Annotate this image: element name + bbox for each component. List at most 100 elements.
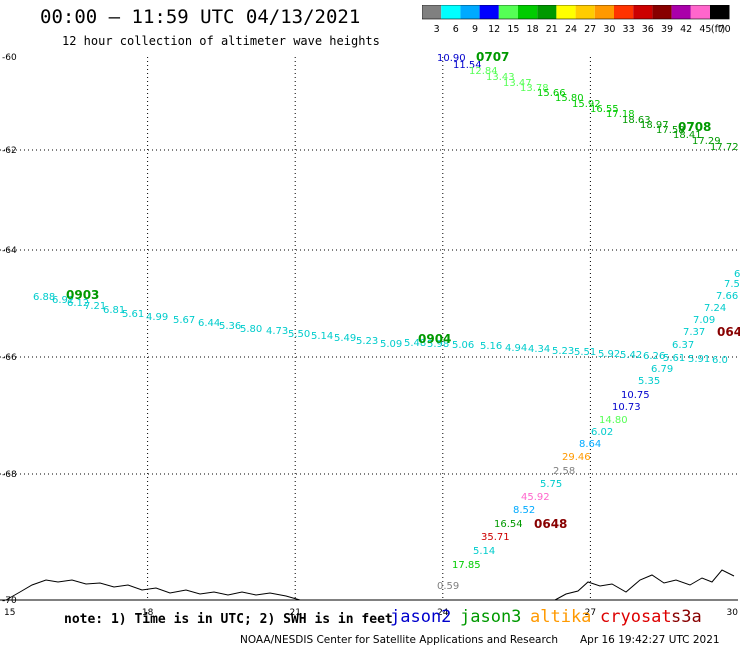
satellite-s3a: s3a <box>671 607 702 627</box>
lon-tick-label: 15 <box>4 608 15 618</box>
swh-value-label: 2.58 <box>553 466 575 477</box>
swh-value-label: 5.06 <box>452 340 474 351</box>
swh-value-label: 7.5 <box>724 279 740 290</box>
generation-timestamp: Apr 16 19:42:27 UTC 2021 <box>580 634 720 646</box>
swh-value-label: 6.81 <box>103 305 125 316</box>
lon-tick-label: 21 <box>289 608 300 618</box>
pass-id-label: 064 <box>717 325 740 339</box>
legend-unit-label: (ft) <box>711 24 725 35</box>
legend-level-label: 21 <box>546 24 558 35</box>
legend-swatch-5 <box>518 5 538 19</box>
lon-tick-label: 30 <box>727 608 739 618</box>
swh-value-label: 18.41 <box>673 130 702 141</box>
swh-value-label: 10.75 <box>621 390 650 401</box>
color-legend: 3 6 9 12 15 18 21 24 27 30 33 36 39 42 45 70(ft) <box>422 5 731 35</box>
swh-value-label: 18.97 <box>640 120 669 131</box>
swh-value-label: 5.61 <box>122 309 144 320</box>
swh-value-label: 7.37 <box>683 327 705 338</box>
swh-value-label: 5.48 <box>404 338 426 349</box>
swh-value-label: 5.75 <box>540 479 562 490</box>
swh-value-label: 17.18 <box>606 109 635 120</box>
legend-level-label: 33 <box>623 24 635 35</box>
swh-value-label: 5.16 <box>480 341 502 352</box>
lat-tick-label: -64 <box>2 246 17 256</box>
legend-level-label: 15 <box>507 24 519 35</box>
swh-value-label: 18.63 <box>622 115 651 126</box>
coastline <box>5 569 735 601</box>
swh-value-label: 6.37 <box>672 340 694 351</box>
swh-value-label: 4.34 <box>528 344 550 355</box>
swh-value-label: 5.67 <box>173 315 195 326</box>
swh-value-label: 6.12 <box>67 298 89 309</box>
swh-value-label: 5.91 <box>688 354 710 365</box>
swh-value-label: 11.54 <box>453 60 482 71</box>
swh-value-label: 29.46 <box>562 452 591 463</box>
legend-level-label: 24 <box>565 24 577 35</box>
pass-id-label: 0648 <box>534 517 567 531</box>
pass-id-label: 0903 <box>66 288 99 302</box>
swh-value-label: 10.90 <box>437 53 466 64</box>
legend-level-label: 70 <box>719 24 731 35</box>
swh-value-label: 13.43 <box>486 72 515 83</box>
footer-note: note: 1) Time is in UTC; 2) SWH is in fe… <box>64 612 393 627</box>
legend-swatch-6 <box>537 5 557 19</box>
swh-value-label: 6.26 <box>643 351 665 362</box>
legend-swatch-14 <box>690 5 710 19</box>
legend-swatch-9 <box>594 5 614 19</box>
pass-id-label: 0707 <box>476 50 509 64</box>
track-labels: 10.9011.5412.8413.4313.4713.7815.6615.80… <box>33 50 740 592</box>
swh-value-label: 4.94 <box>505 343 527 354</box>
lat-tick-label: -66 <box>2 353 17 363</box>
legend-level-label: 30 <box>603 24 615 35</box>
swh-value-label: 5.92 <box>598 349 620 360</box>
swh-value-label: 5.61 <box>663 353 685 364</box>
map-grid: 15 18 21 24 27 30 -60 -62 -64 -66 -68 -70 <box>0 53 738 618</box>
legend-swatch-2 <box>460 5 480 19</box>
legend-swatch-4 <box>498 5 518 19</box>
swh-value-label: 13.47 <box>503 78 532 89</box>
swh-value-label: 6.0 <box>712 355 728 366</box>
swh-value-label: 7.21 <box>84 301 106 312</box>
lon-tick-label: 27 <box>585 608 596 618</box>
swh-value-label: 0.59 <box>437 581 459 592</box>
legend-swatch-1 <box>441 5 461 19</box>
legend-swatch-15 <box>710 5 730 19</box>
swh-value-label: 17.58 <box>656 125 685 136</box>
swh-value-label: 6.79 <box>651 364 673 375</box>
swh-value-label: 6.02 <box>591 427 613 438</box>
swh-value-label: 13.78 <box>520 83 549 94</box>
satellite-jason3: jason3 <box>460 607 522 627</box>
legend-level-label: 39 <box>661 24 673 35</box>
swh-value-label: 5.35 <box>638 376 660 387</box>
legend-swatch-8 <box>575 5 595 19</box>
credit-line: NOAA/NESDIS Center for Satellite Applica… <box>240 634 558 646</box>
pass-id-label: 0904 <box>418 332 451 346</box>
legend-swatch-0 <box>422 5 442 19</box>
swh-value-label: 4.73 <box>266 326 288 337</box>
legend-level-label: 36 <box>642 24 654 35</box>
lat-tick-label: -62 <box>2 146 17 156</box>
swh-value-label: 35.71 <box>481 532 510 543</box>
legend-level-label: 27 <box>584 24 596 35</box>
satellite-jason2: jason2 <box>390 607 452 627</box>
swh-value-label: 16.54 <box>494 519 523 530</box>
swh-value-label: 45.92 <box>521 492 550 503</box>
legend-swatch-3 <box>479 5 499 19</box>
legend-level-label: 12 <box>488 24 500 35</box>
page-subtitle: 12 hour collection of altimeter wave hei… <box>62 34 380 48</box>
lon-tick-label: 18 <box>142 608 154 618</box>
swh-value-label: 5.14 <box>473 546 495 557</box>
swh-value-label: 5.23 <box>356 336 378 347</box>
swh-value-label: 5.36 <box>219 321 241 332</box>
legend-swatch-13 <box>671 5 691 19</box>
pass-id-label: 0708 <box>678 120 711 134</box>
swh-value-label: 15.92 <box>572 99 601 110</box>
swh-value-label: 5.80 <box>240 324 262 335</box>
legend-swatch-7 <box>556 5 576 19</box>
swh-value-label: 7.66 <box>716 291 738 302</box>
swh-value-label: 15.66 <box>537 88 566 99</box>
swh-value-label: 7.09 <box>693 315 715 326</box>
legend-swatch-11 <box>633 5 653 19</box>
swh-value-label: 7.24 <box>704 303 726 314</box>
